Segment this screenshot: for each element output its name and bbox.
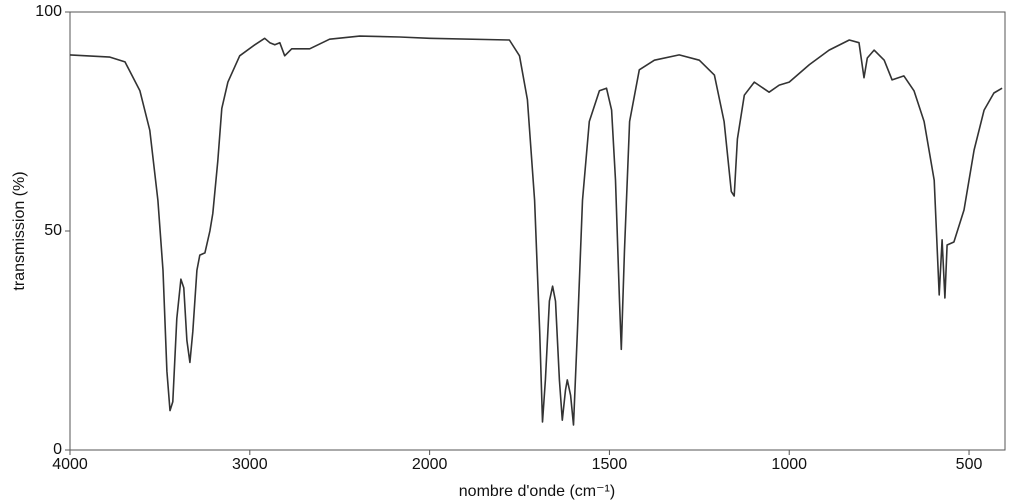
x-tick-label: 1000	[771, 456, 807, 473]
x-tick-label: 3000	[232, 456, 268, 473]
spectrum-line	[69, 35, 1003, 426]
x-tick-label: 500	[956, 456, 983, 473]
y-tick-label: 0	[53, 441, 62, 458]
y-axis-label: transmission (%)	[11, 171, 28, 290]
x-tick-label: 4000	[52, 456, 88, 473]
y-tick-label: 100	[35, 3, 62, 20]
x-tick-label: 2000	[412, 456, 448, 473]
y-tick-label: 50	[44, 222, 62, 239]
x-tick-label: 1500	[592, 456, 628, 473]
x-axis-label: nombre d'onde (cm⁻¹)	[459, 483, 615, 500]
